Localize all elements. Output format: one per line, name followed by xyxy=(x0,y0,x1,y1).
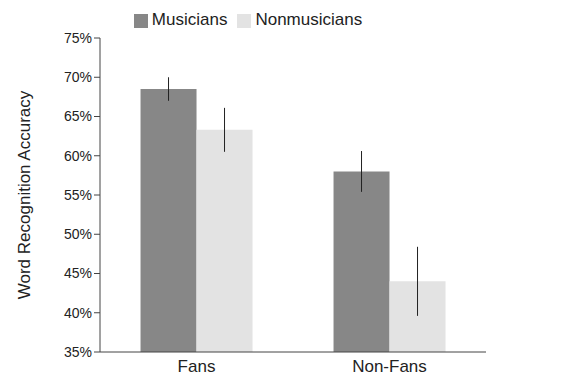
svg-text:60%: 60% xyxy=(64,148,92,164)
svg-text:40%: 40% xyxy=(64,305,92,321)
svg-text:65%: 65% xyxy=(64,108,92,124)
svg-text:Fans: Fans xyxy=(178,357,216,376)
html-text:Musicians: Musicians xyxy=(151,10,228,29)
svg-text:Non-Fans: Non-Fans xyxy=(352,357,427,376)
svg-text:Word Recognition Accuracy: Word Recognition Accuracy xyxy=(15,90,34,299)
svg-text:45%: 45% xyxy=(64,265,92,281)
svg-text:75%: 75% xyxy=(64,30,92,46)
svg-text:70%: 70% xyxy=(64,69,92,85)
svg-text:50%: 50% xyxy=(64,226,92,242)
html-text:Nonmusicians: Nonmusicians xyxy=(255,10,363,29)
svg-text:35%: 35% xyxy=(64,344,92,360)
svg-text:55%: 55% xyxy=(64,187,92,203)
